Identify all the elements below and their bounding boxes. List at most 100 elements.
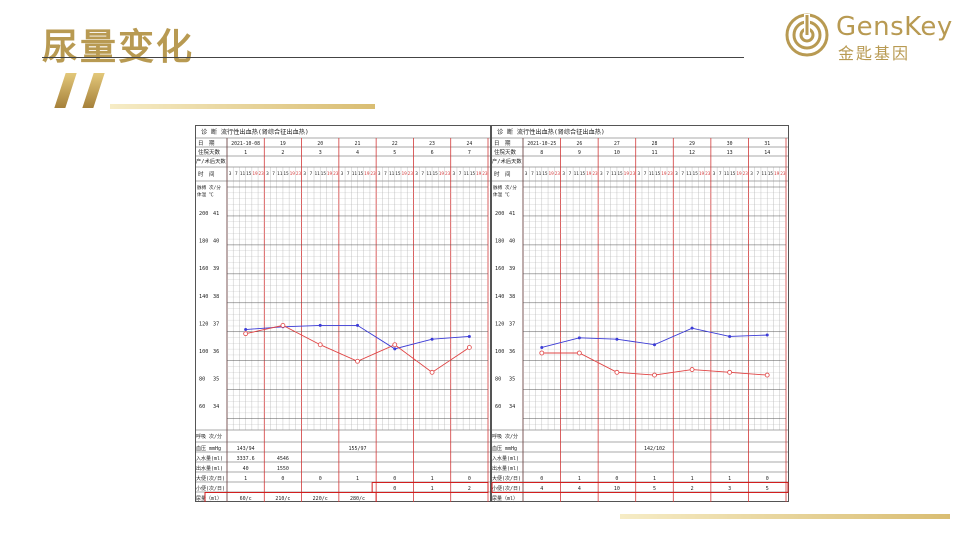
pulse-tick-label: 80 xyxy=(199,377,205,383)
time-slot-label: 23 xyxy=(705,171,711,177)
temperature-point xyxy=(652,372,657,378)
bp-value: 155/97 xyxy=(348,446,366,452)
stool-row-label: 大便(次/日) xyxy=(492,475,521,482)
time-slot-label: 15 xyxy=(358,171,364,177)
time-slot-label: 7 xyxy=(347,171,350,177)
time-slot-label: 23 xyxy=(333,171,339,177)
time-slot-label: 7 xyxy=(756,171,759,177)
time-slot-label: 3 xyxy=(525,171,528,177)
stool-value: 1 xyxy=(578,476,581,482)
time-slot-label: 3 xyxy=(378,171,381,177)
time-slot-label: 19 xyxy=(661,171,667,177)
time-slot-label: 15 xyxy=(321,171,327,177)
row-label-date: 日 期 xyxy=(494,140,511,147)
date-label: 21 xyxy=(355,141,361,147)
time-slot-label: 19 xyxy=(401,171,407,177)
time-slot-label: 11 xyxy=(761,171,767,177)
pulse-tick-label: 200 xyxy=(495,211,504,217)
time-slot-label: 3 xyxy=(452,171,455,177)
slide-title: 尿量变化 xyxy=(42,27,195,68)
time-slot-label: 11 xyxy=(611,171,617,177)
temperature-point xyxy=(355,358,360,364)
pulse-point xyxy=(356,323,359,327)
time-slot-label: 19 xyxy=(586,171,592,177)
time-slot-label: 23 xyxy=(592,171,598,177)
time-slot-label: 7 xyxy=(384,171,387,177)
time-slot-label: 11 xyxy=(314,171,320,177)
time-slot-label: 19 xyxy=(774,171,780,177)
urine-count-value: 4 xyxy=(540,486,543,492)
time-slot-label: 23 xyxy=(630,171,636,177)
pulse-tick-label: 160 xyxy=(199,266,208,272)
logo-chinese: 金匙基因 xyxy=(838,44,911,63)
date-label: 22 xyxy=(392,141,398,147)
pulse-point xyxy=(393,347,397,351)
temp-tick-label: 40 xyxy=(509,239,515,245)
temp-header: 体温 ℃ xyxy=(493,191,510,198)
pulse-tick-label: 120 xyxy=(495,321,504,327)
pulse-tick-label: 120 xyxy=(199,321,208,327)
time-slot-label: 23 xyxy=(482,171,488,177)
pulse-point xyxy=(765,333,769,337)
pulse-tick-label: 140 xyxy=(199,294,208,300)
time-slot-label: 11 xyxy=(389,171,395,177)
stool-value: 1 xyxy=(431,476,434,482)
stool-value: 1 xyxy=(728,476,731,482)
time-slot-label: 3 xyxy=(415,171,418,177)
time-slot-label: 23 xyxy=(296,171,302,177)
genskey-emblem-icon xyxy=(785,13,829,57)
time-slot-label: 7 xyxy=(459,171,462,177)
temp-tick-label: 36 xyxy=(509,349,515,355)
temp-tick-label: 41 xyxy=(213,211,219,217)
date-label: 31 xyxy=(764,141,770,147)
decor-bar-top xyxy=(110,104,375,109)
temperature-point xyxy=(539,350,545,356)
temp-tick-label: 38 xyxy=(213,294,219,300)
bp-value: 142/102 xyxy=(644,446,665,452)
time-slot-label: 23 xyxy=(555,171,561,177)
hosp-day-label: 10 xyxy=(614,150,620,156)
urine-count-value: 5 xyxy=(766,486,769,492)
urine-count-value: 2 xyxy=(691,486,694,492)
row-label-date: 日 期 xyxy=(198,140,215,147)
date-label: 26 xyxy=(576,141,582,147)
time-slot-label: 19 xyxy=(327,171,333,177)
date-label: 24 xyxy=(466,141,472,147)
time-slot-label: 11 xyxy=(464,171,470,177)
time-slot-label: 3 xyxy=(713,171,716,177)
urine-vol-row-label: 尿量（ml） xyxy=(196,495,222,502)
time-slot-label: 7 xyxy=(719,171,722,177)
chart-border xyxy=(195,125,491,502)
output-value: 40 xyxy=(243,466,249,472)
time-slot-label: 3 xyxy=(341,171,344,177)
time-slot-label: 19 xyxy=(439,171,445,177)
hosp-day-label: 9 xyxy=(578,150,581,156)
bp-row-label: 血压 mmHg xyxy=(196,445,221,452)
chart-diagnosis: 诊 断 流行性出血热(肾综合征出血热) xyxy=(497,128,605,136)
time-slot-label: 15 xyxy=(655,171,661,177)
temp-tick-label: 37 xyxy=(509,321,515,327)
temperature-point xyxy=(614,369,620,375)
stool-value: 1 xyxy=(653,476,656,482)
time-slot-label: 3 xyxy=(638,171,641,177)
temperature-point xyxy=(466,345,472,350)
decor-slash-2 xyxy=(82,73,105,108)
stool-value: 0 xyxy=(766,476,769,482)
time-slot-label: 23 xyxy=(668,171,674,177)
stool-value: 1 xyxy=(244,476,247,482)
pulse-tick-label: 100 xyxy=(199,349,208,355)
time-slot-label: 7 xyxy=(272,171,275,177)
time-slot-label: 7 xyxy=(644,171,647,177)
time-slot-label: 3 xyxy=(600,171,603,177)
time-slot-label: 7 xyxy=(606,171,609,177)
temp-tick-label: 35 xyxy=(509,377,515,383)
stool-value: 1 xyxy=(356,476,359,482)
output-row-label: 出水量(ml) xyxy=(196,465,223,472)
temperature-point xyxy=(243,331,249,337)
time-slot-label: 11 xyxy=(574,171,580,177)
genskey-logo: GensKey 金匙基因 xyxy=(784,10,954,63)
time-slot-label: 7 xyxy=(235,171,238,177)
bp-row-label: 血压 mmHg xyxy=(492,445,517,452)
pulse-point xyxy=(690,326,694,330)
